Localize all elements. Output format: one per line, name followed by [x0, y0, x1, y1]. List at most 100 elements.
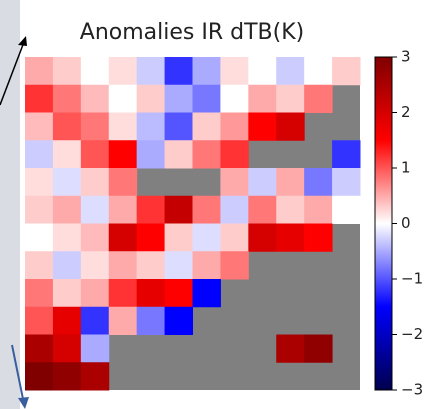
- heatmap-cell: [108, 112, 138, 141]
- heatmap-cell: [80, 306, 110, 335]
- heatmap-cell: [220, 57, 249, 86]
- heatmap-cell: [332, 140, 361, 169]
- heatmap-cell: [52, 195, 82, 224]
- heatmap-cell: [108, 195, 138, 224]
- heatmap-cell: [248, 223, 277, 252]
- heatmap-cell: [136, 279, 166, 308]
- heatmap-cell: [220, 195, 249, 224]
- colorbar-tick-label: −2: [401, 325, 423, 343]
- heatmap-cell: [136, 140, 166, 169]
- heatmap-cell: [192, 84, 221, 113]
- heatmap-cell: [192, 251, 221, 280]
- heatmap-cell: [52, 57, 82, 86]
- heatmap-cell: [164, 112, 193, 141]
- heatmap-cell: [220, 84, 249, 113]
- heatmap-cell: [192, 223, 221, 252]
- heatmap-cell: [25, 84, 54, 113]
- heatmap-cell: [52, 279, 82, 308]
- heatmap-cell: [108, 168, 138, 197]
- heatmap-cell: [164, 251, 193, 280]
- heatmap-cell: [304, 168, 333, 197]
- heatmap-cell: [80, 57, 110, 86]
- heatmap-cell: [276, 334, 305, 363]
- arrow-head: [18, 36, 27, 46]
- heatmap-cell: [25, 306, 54, 335]
- heatmap-cell: [192, 279, 221, 308]
- colorbar-tick-label: −1: [401, 270, 423, 288]
- heatmap-cell: [192, 140, 221, 169]
- heatmap-cell: [80, 279, 110, 308]
- arrow: [11, 344, 25, 405]
- heatmap-cell: [108, 251, 138, 280]
- heatmap-cell: [192, 57, 221, 86]
- heatmap-cell: [248, 168, 277, 197]
- colorbar-tick-label: −3: [401, 381, 423, 399]
- heatmap-cell: [136, 223, 166, 252]
- heatmap-cell: [304, 195, 333, 224]
- heatmap-cell: [164, 195, 193, 224]
- heatmap-cell: [276, 112, 305, 141]
- heatmap-cell: [52, 306, 82, 335]
- heatmap-cell: [52, 251, 82, 280]
- colorbar: [374, 56, 393, 391]
- heatmap-cell: [25, 279, 54, 308]
- heatmap-cell: [108, 57, 138, 86]
- heatmap-cell: [52, 362, 82, 391]
- colorbar-tick-label: 2: [401, 103, 411, 121]
- heatmap-cell: [108, 279, 138, 308]
- heatmap-cell: [164, 279, 193, 308]
- colorbar-tick-label: 1: [401, 159, 411, 177]
- heatmap-cell: [25, 112, 54, 141]
- arrow: [0, 41, 25, 106]
- heatmap-cell: [220, 168, 249, 197]
- heatmap-cell: [164, 140, 193, 169]
- arrow-head: [18, 397, 29, 409]
- chart-title: Anomalies IR dTB(K): [80, 20, 304, 45]
- heatmap-cell: [276, 195, 305, 224]
- heatmap-cell: [248, 195, 277, 224]
- heatmap-cell: [164, 306, 193, 335]
- heatmap-cell: [25, 140, 54, 169]
- heatmap-cell: [276, 223, 305, 252]
- heatmap-cell: [276, 57, 305, 86]
- heatmap-cell: [80, 362, 110, 391]
- heatmap-cell: [25, 195, 54, 224]
- heatmap-cell: [80, 195, 110, 224]
- heatmap-cell: [25, 362, 54, 391]
- heatmap-cell: [220, 251, 249, 280]
- heatmap-cell: [80, 223, 110, 252]
- heatmap-cell: [332, 195, 361, 224]
- heatmap-cell: [80, 84, 110, 113]
- heatmap-cell: [276, 168, 305, 197]
- heatmap-cell: [332, 168, 361, 197]
- heatmap-cell: [136, 84, 166, 113]
- heatmap-cell: [25, 251, 54, 280]
- heatmap-cell: [276, 84, 305, 113]
- heatmap-cell: [52, 140, 82, 169]
- heatmap-cell: [25, 223, 54, 252]
- colorbar-tick-label: 0: [401, 214, 411, 232]
- heatmap-cell: [304, 57, 333, 86]
- heatmap-cell: [136, 306, 166, 335]
- heatmap-cell: [108, 306, 138, 335]
- heatmap-cell: [25, 168, 54, 197]
- heatmap-cell: [136, 251, 166, 280]
- heatmap-cell: [25, 57, 54, 86]
- heatmap-cell: [80, 112, 110, 141]
- heatmap-cell: [108, 223, 138, 252]
- heatmap-cell: [80, 168, 110, 197]
- heatmap-cell: [304, 334, 333, 363]
- heatmap-cell: [164, 223, 193, 252]
- heatmap-cell: [136, 112, 166, 141]
- heatmap-cell: [220, 223, 249, 252]
- colorbar-tick-label: 3: [401, 48, 411, 66]
- heatmap-cell: [52, 168, 82, 197]
- heatmap-cell: [25, 334, 54, 363]
- heatmap-cell: [192, 195, 221, 224]
- heatmap-cell: [248, 84, 277, 113]
- heatmap-cell: [80, 334, 110, 363]
- heatmap-cell: [52, 84, 82, 113]
- heatmap-cell: [304, 84, 333, 113]
- heatmap-cell: [220, 140, 249, 169]
